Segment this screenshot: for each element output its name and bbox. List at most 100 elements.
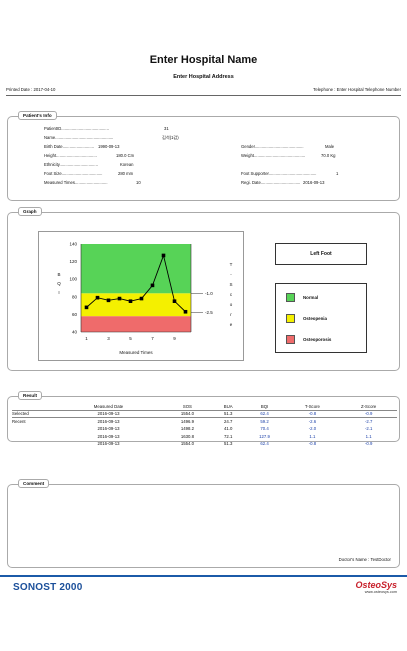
graph-panel: Graph 40 60 80 100 120 140 1 3 5 7 9 B Q I -1.0 -2.5 T - S… (7, 207, 400, 371)
foot-supporter-row: Foot Supporter..........................… (241, 171, 338, 177)
header-divider (6, 95, 401, 96)
col-header: Z-Score (340, 403, 397, 411)
col-header: BUA (211, 403, 245, 411)
table-row: Recent 2016-09-13 1496.9 24.7 59.2 -2.6 … (12, 418, 397, 426)
regi-date-label: Regi. Date..............................… (241, 180, 301, 185)
logo-url: www.osteosys.com (364, 590, 397, 594)
y-tick-label: 100 (69, 277, 77, 282)
data-point (117, 296, 122, 301)
tscore-axis-label: S (229, 282, 232, 287)
data-point (106, 298, 111, 303)
table-cell: 1498.2 (180, 426, 194, 432)
table-cell: 62.4 (244, 410, 285, 418)
table-cell: 2016-09-13 (97, 426, 120, 432)
gender-value: Male (325, 144, 335, 149)
meta-row: Printed Date : 2017-04-10 Telephone : En… (6, 87, 401, 96)
ethnicity-row: Ethnicity...............................… (44, 162, 134, 168)
y-axis-label: B (57, 272, 60, 277)
measured-times-row: Measured Times..........................… (44, 180, 141, 186)
foot-size-label: Foot Size...............................… (44, 171, 103, 176)
table-cell: 1554.0 (163, 410, 212, 418)
weight-value: 70.0 Kg (321, 153, 336, 158)
y-tick-label: 80 (72, 294, 78, 299)
tscore-label: -2.5 (205, 310, 213, 315)
col-header: Measured Date (54, 403, 163, 411)
patient-id-value: 31 (164, 126, 169, 131)
patient-id-row: PatientID...............................… (44, 126, 169, 132)
legend-normal: Normal (286, 293, 318, 302)
table-cell: 24.7 (223, 419, 233, 424)
table-cell: 59.2 (260, 419, 269, 424)
data-point (150, 283, 155, 288)
table-cell: -2.0 (308, 426, 317, 432)
patient-id-label: PatientID...............................… (44, 126, 109, 131)
x-tick-label: 1 (85, 336, 88, 341)
result-title: Result (18, 391, 43, 400)
table-cell: -0.8 (308, 441, 317, 447)
table-row: Selected 2016-09-13 1554.0 51.3 62.4 -0.… (12, 410, 397, 418)
col-header (12, 403, 54, 411)
birth-date-value: 1990-09-13 (98, 144, 120, 149)
birth-date-row: Birth Date........................... 199… (44, 144, 119, 150)
table-row: 2016-09-13 1630.8 72.1 127.9 1.1 1.1 (12, 433, 397, 441)
legend-osteoporosis-swatch (286, 335, 295, 344)
data-point (84, 305, 89, 310)
birth-date-label: Birth Date........................... (44, 144, 95, 149)
product-brand: SONOST 2000 (13, 582, 83, 593)
legend-osteopenia-label: Osteopenia (303, 316, 327, 321)
name-row: Name....................................… (44, 135, 179, 141)
y-axis-label: Q (57, 281, 61, 286)
height-value: 180.0 Cm (116, 153, 135, 158)
gender-label: Gender..................................… (241, 144, 304, 149)
data-point (139, 296, 144, 301)
table-cell: 2016-09-13 (97, 433, 120, 439)
table-cell: 2016-09-13 (97, 419, 120, 424)
table-cell: 62.4 (260, 441, 269, 447)
table-cell: 1630.8 (180, 433, 194, 439)
table-cell: -0.9 (364, 441, 373, 447)
tscore-axis-label: e (230, 322, 233, 327)
x-tick-label: 9 (173, 336, 176, 341)
legend-box: Normal Osteopenia Osteoporosis (275, 283, 367, 353)
data-point (161, 253, 166, 258)
osteosys-logo: OsteoSys www.osteosys.com (355, 580, 397, 594)
table-cell (12, 440, 54, 448)
bqi-chart: 40 60 80 100 120 140 1 3 5 7 9 BQI -1.0 -2.5 T - Score Me… (57, 242, 233, 356)
doctor-name: Doctor's Name : TestDoctor (338, 557, 391, 562)
foot-size-value: 280 mm (118, 171, 134, 176)
data-point (95, 295, 100, 300)
table-row: 2016-09-13 1498.2 41.0 70.4 -2.0 -2.1 (12, 425, 397, 433)
regi-date-row: Regi. Date..............................… (241, 180, 324, 186)
table-cell: 72.1 (223, 433, 233, 439)
graph-title: Graph (18, 207, 42, 216)
foot-size-row: Foot Size...............................… (44, 171, 133, 177)
zone-band-2 (81, 244, 191, 294)
printed-date: Printed Date : 2017-04-10 (6, 87, 56, 92)
tscore-axis-label: r (230, 312, 232, 317)
patient-info-title: Patient's Info (18, 111, 57, 120)
result-panel: Result Measured Date SOS BUA BQI T-Score… (7, 391, 400, 446)
table-cell: 70.4 (260, 426, 269, 432)
patient-info-panel: Patient's Info PatientID................… (7, 111, 400, 201)
legend-normal-label: Normal (303, 295, 319, 300)
data-point (128, 299, 133, 303)
hospital-name: Enter Hospital Name (149, 54, 258, 66)
bqi-series-line (86, 253, 186, 313)
result-header-row: Measured Date SOS BUA BQI T-Score Z-Scor… (12, 403, 397, 411)
x-axis-label: Measured Times (119, 350, 153, 355)
table-cell: Recent (12, 419, 26, 424)
foot-label-box: Left Foot (275, 243, 367, 265)
legend-osteoporosis-label: Osteoporosis (303, 337, 332, 342)
y-tick-label: 140 (69, 242, 77, 247)
zone-band-0 (81, 316, 191, 332)
telephone: Telephone : Enter Hospital Telephone Num… (313, 87, 401, 92)
table-cell: -2.1 (364, 426, 373, 432)
col-header: BQI (244, 403, 285, 411)
table-cell: Selected (12, 410, 54, 418)
foot-supporter-label: Foot Supporter..........................… (241, 171, 317, 176)
table-cell: 51.3 (211, 410, 245, 418)
tscore-axis-label: - (230, 272, 232, 277)
x-tick-label: 7 (151, 336, 154, 341)
measured-times-label: Measured Times..........................… (44, 180, 108, 185)
